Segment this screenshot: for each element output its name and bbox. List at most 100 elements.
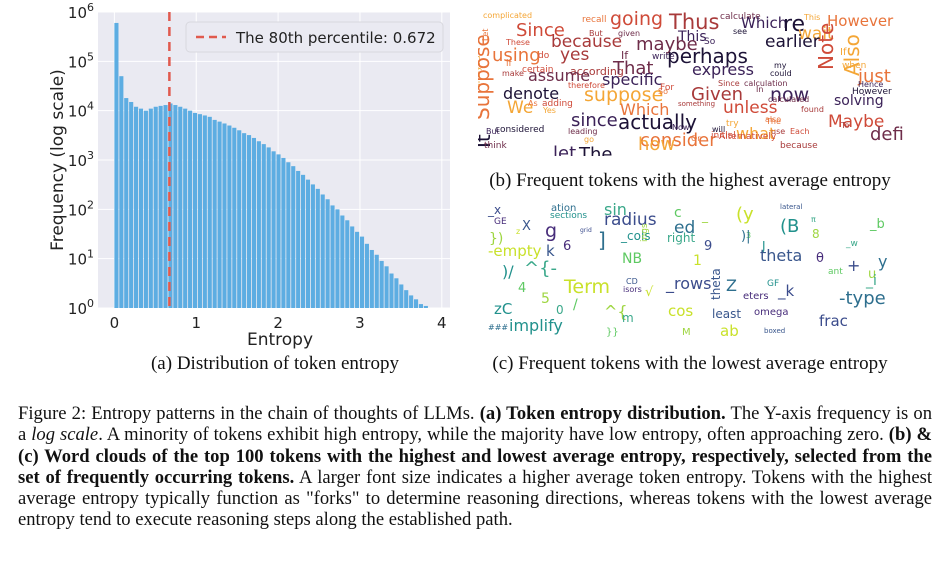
- cloud-c-word: ^{: [604, 302, 628, 321]
- histogram-bar: [251, 137, 257, 308]
- cloud-b-word: However: [852, 87, 892, 97]
- cloud-b-word: actually: [618, 110, 697, 134]
- cloud-b-word: To: [841, 121, 850, 130]
- cloud-b-word: found: [801, 105, 824, 114]
- cloud-c-word: }}: [606, 327, 619, 338]
- cloud-b-word: Note: [814, 22, 838, 70]
- histogram-bar: [173, 105, 178, 308]
- y-tick-label: 104: [68, 100, 94, 121]
- cloud-c-word: zC: [494, 300, 513, 318]
- histogram-bar: [202, 115, 207, 308]
- cloud-b-word: define: [870, 124, 904, 145]
- caption-bc-text: A larger font size indicates a higher av…: [18, 466, 932, 531]
- cloud-b-word: see: [733, 27, 748, 36]
- word-cloud-low-entropy: _x ation sections sin c _ (y lateral GE radius ed (…: [478, 200, 904, 346]
- cloud-c-word: J: [762, 239, 766, 253]
- cloud-b-word: This: [804, 13, 821, 22]
- x-axis-label: Entropy: [247, 330, 313, 350]
- histogram-bar: [325, 199, 330, 308]
- cloud-b-word: In: [756, 85, 764, 94]
- histogram-bar: [119, 76, 124, 308]
- cloud-b-word: For: [660, 83, 675, 93]
- cloud-b-word: unless: [723, 98, 778, 118]
- cloud-c-word: k: [546, 242, 555, 260]
- cloud-c-word: NB: [622, 251, 643, 267]
- figure-label: Figure 2:: [18, 403, 87, 424]
- cloud-c-word: 1: [693, 253, 702, 269]
- x-tick-label: 4: [437, 314, 447, 332]
- cloud-b-word: Which: [741, 14, 788, 32]
- cloud-b-word: calculated: [768, 95, 810, 104]
- cloud-b-word: using: [492, 45, 541, 66]
- histogram-bar: [232, 127, 237, 309]
- y-tick-label: 105: [68, 50, 94, 71]
- cloud-b-word: because: [551, 32, 623, 52]
- histogram-bar: [138, 108, 144, 308]
- cloud-c-word: omega: [754, 307, 789, 318]
- cloud-b-word: will: [712, 125, 726, 134]
- figure-caption: Figure 2: Entropy patterns in the chain …: [18, 403, 932, 531]
- cloud-b-word: If: [621, 49, 629, 62]
- histogram-bar: [305, 179, 311, 308]
- histogram-bar: [345, 220, 350, 308]
- histogram-bar: [188, 110, 193, 309]
- y-tick-label: 106: [68, 1, 94, 22]
- cloud-b-word: calculate: [720, 12, 761, 22]
- cloud-b-word: leading: [568, 127, 598, 136]
- cloud-c-word: 9: [704, 239, 713, 254]
- cloud-c-word: ings: [640, 223, 650, 242]
- cloud-b-word: according: [570, 65, 624, 78]
- cloud-c-word: π: [811, 215, 816, 224]
- histogram-bar: [384, 266, 389, 308]
- cloud-c-word: _cols: [621, 229, 651, 243]
- cloud-b-word: complicated: [483, 11, 533, 20]
- histogram-bar: [320, 194, 325, 308]
- entropy-histogram-chart: 0 1 2 3 4 100 101 102 103 104 105 106 Entropy Frequen…: [48, 1, 450, 350]
- cloud-c-word: θ: [816, 251, 824, 266]
- cloud-c-word: boxed: [764, 327, 786, 335]
- histogram-bar: [261, 144, 266, 308]
- cloud-b-word: consider: [478, 101, 480, 136]
- cloud-c-word: frac: [819, 312, 848, 330]
- cloud-b-word: earlier: [765, 32, 820, 52]
- cloud-b-word: Yes: [543, 106, 556, 115]
- histogram-bar: [291, 166, 296, 308]
- x-tick-label: 3: [355, 314, 365, 332]
- histogram-bar: [114, 22, 119, 308]
- histogram-bar: [266, 147, 271, 308]
- cloud-b-word: So: [704, 37, 716, 47]
- cloud-b-word: If: [840, 47, 847, 58]
- histogram-bar: [335, 209, 340, 308]
- panel-c-caption: (c) Frequent tokens with the lowest aver…: [492, 353, 888, 374]
- cloud-b-word: Since: [516, 20, 565, 41]
- cloud-c-word: ed: [674, 218, 696, 238]
- histogram-bar: [227, 125, 232, 308]
- caption-a-bold: (a) Token entropy distribution.: [479, 403, 726, 424]
- cloud-b-word: what: [736, 124, 776, 143]
- cloud-c-word: _i: [866, 273, 877, 289]
- histogram-bar: [399, 284, 404, 308]
- cloud-b-word: Thus: [669, 10, 720, 34]
- cloud-c-word: GE: [494, 217, 507, 227]
- cloud-c-word: -empty: [488, 242, 542, 260]
- histogram-bar: [212, 119, 217, 308]
- legend-label: The 80th percentile: 0.672: [235, 29, 436, 47]
- histogram-bar: [330, 205, 335, 308]
- cloud-b-word: when: [842, 61, 867, 71]
- cloud-c-word: grid: [580, 227, 592, 234]
- cloud-c-word: 0: [556, 303, 564, 317]
- cloud-c-word: ant: [828, 267, 843, 277]
- histogram-bar: [178, 106, 183, 308]
- cloud-b-word: yes: [560, 45, 590, 65]
- histogram-bar: [374, 254, 379, 308]
- cloud-b-word: considered: [495, 125, 545, 135]
- cloud-b-word: express: [692, 60, 754, 79]
- cloud-b-word: recall: [582, 15, 607, 25]
- histogram-bar: [296, 170, 301, 308]
- histogram-bar: [301, 174, 306, 308]
- cloud-b-word: That: [613, 58, 654, 79]
- histogram-bar: [217, 121, 222, 308]
- histogram-bar: [281, 157, 286, 308]
- cloud-b-word: could: [770, 69, 792, 78]
- histogram-bar: [153, 106, 158, 308]
